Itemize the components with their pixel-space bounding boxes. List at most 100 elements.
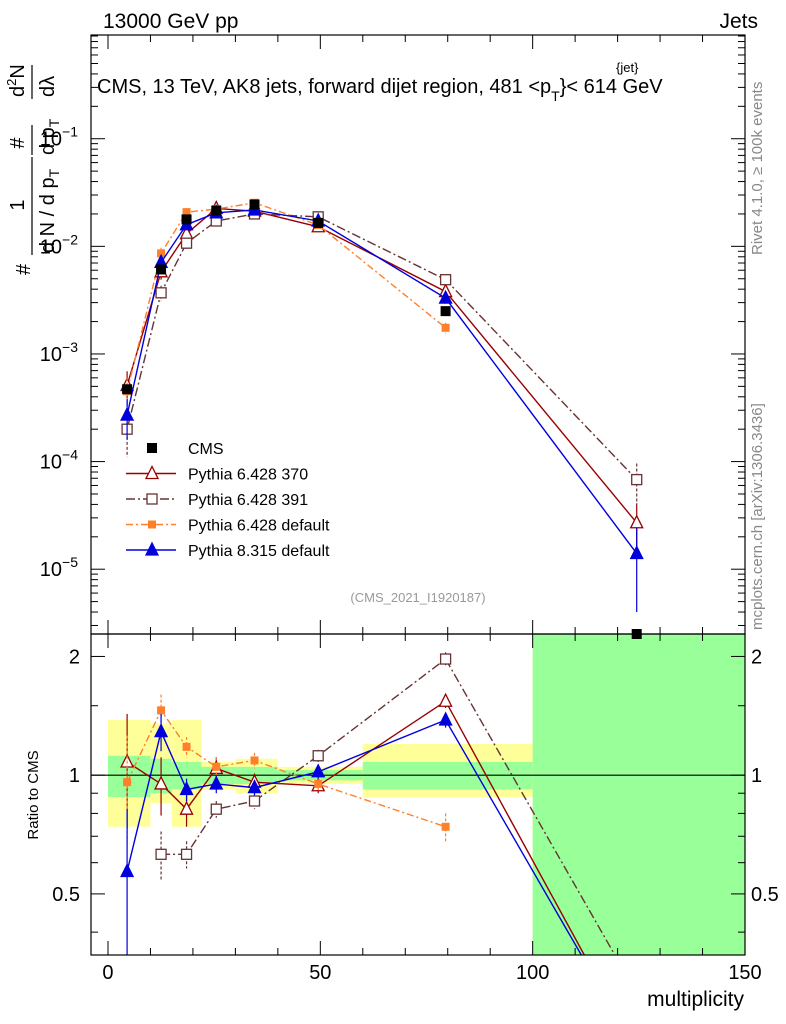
- ratio-point: [155, 848, 167, 860]
- legend-marker: [144, 465, 160, 480]
- ratio-line: [126, 719, 582, 956]
- legend-marker: [148, 520, 156, 529]
- ratio-point: [157, 706, 166, 715]
- ratio-point: [438, 711, 453, 726]
- y-tick-label: 10−3: [40, 339, 78, 366]
- legend-entry: CMS: [147, 441, 224, 458]
- data-point: [629, 545, 644, 560]
- ratio-bands: [91, 634, 745, 955]
- ratio-y-tick-label-right: 2: [751, 646, 762, 668]
- header-right: Jets: [719, 10, 758, 33]
- data-point: [122, 384, 133, 395]
- ylabel-main-den: d N / d pT: [37, 168, 62, 253]
- data-point: [631, 473, 643, 486]
- ratio-point: [311, 763, 326, 778]
- rivet-label: Rivet 4.1.0, ≥ 100k events: [749, 82, 766, 255]
- series-2: [123, 198, 450, 411]
- header-left: 13000 GeV pp: [103, 10, 238, 33]
- ratio-point: [314, 779, 323, 788]
- series-cms-data: [122, 199, 642, 639]
- ratio-y-tick-label: 0.5: [52, 884, 80, 906]
- ratio-point: [209, 775, 224, 790]
- y-tick-label: 10−4: [40, 447, 78, 474]
- data-point: [157, 249, 166, 258]
- series-line: [126, 213, 638, 481]
- mcplots-label: mcplots.cern.ch [arXiv:1306.3436]: [749, 403, 766, 630]
- x-axis-label: multiplicity: [647, 988, 744, 1011]
- chart-title-superscript: {jet}: [616, 60, 639, 75]
- main-panel: [120, 198, 644, 639]
- data-point: [249, 199, 260, 210]
- ratio-point: [250, 756, 259, 765]
- series-line: [126, 202, 447, 392]
- legend-label: Pythia 6.428 370: [188, 467, 308, 484]
- ratio-y-tick-label: 2: [69, 646, 80, 668]
- ratio-y-tick-label-right: 0.5: [751, 884, 779, 906]
- x-tick-label: 0: [102, 962, 113, 984]
- ratio-point: [179, 781, 194, 796]
- data-point: [155, 287, 167, 299]
- data-point: [313, 217, 324, 228]
- legend-marker: [147, 443, 157, 453]
- data-point: [120, 406, 135, 421]
- ratio-point: [154, 723, 169, 738]
- data-point: [181, 214, 192, 225]
- data-point: [440, 306, 451, 317]
- ylabel-deriv-num: d2N: [4, 64, 29, 97]
- ratio-y-tick-label: 1: [69, 765, 80, 787]
- ylabel-ratio: Ratio to CMS: [25, 750, 42, 839]
- ratio-point: [439, 653, 452, 665]
- data-point: [629, 514, 644, 529]
- series-line: [126, 209, 638, 554]
- legend-marker: [144, 541, 160, 556]
- analysis-tag: (CMS_2021_I1920187): [350, 590, 485, 605]
- ratio-point: [441, 822, 450, 831]
- ratio-point: [120, 863, 135, 878]
- x-tick-label: 50: [309, 962, 331, 984]
- ratio-y-tick-label-right: 1: [751, 765, 762, 787]
- ratio-point: [210, 803, 222, 815]
- ylabel-main-num: 1: [7, 199, 29, 210]
- ratio-series-3: [120, 711, 582, 956]
- ylabel-hash2: #: [7, 137, 29, 149]
- x-tick-label: 150: [728, 962, 761, 984]
- ratio-point: [248, 795, 261, 807]
- legend-label: Pythia 6.428 391: [188, 492, 308, 509]
- ratio-point: [154, 775, 169, 790]
- legend-entry: Pythia 6.428 391: [126, 492, 308, 509]
- series-1: [121, 208, 643, 505]
- ratio-point: [212, 762, 221, 771]
- data-point: [180, 237, 193, 249]
- data-point: [438, 289, 453, 304]
- data-point: [156, 264, 167, 275]
- data-point: [182, 208, 191, 217]
- y-tick-label: 10−1: [40, 124, 78, 151]
- data-point: [439, 274, 452, 286]
- ylabel-deriv-den: dλ: [37, 76, 59, 97]
- ratio-point: [179, 800, 194, 815]
- legend-marker: [146, 493, 158, 505]
- chart-title: CMS, 13 TeV, AK8 jets, forward dijet reg…: [97, 76, 663, 104]
- series-3: [120, 201, 644, 613]
- ratio-point: [438, 692, 453, 707]
- ratio-point: [182, 742, 191, 751]
- ratio-point: [123, 778, 132, 787]
- y-tick-label: 10−5: [40, 554, 78, 581]
- x-tick-label: 100: [516, 962, 549, 984]
- y-tick-label: 10−2: [40, 231, 78, 258]
- axes: 0 50 100 150 10−5 10−4 10−3 10−2 10−1 0.5 0.5 1 1 2 2: [40, 34, 779, 984]
- legend-label: Pythia 6.428 default: [188, 518, 330, 535]
- legend-label: CMS: [188, 441, 224, 458]
- ratio-point: [180, 848, 193, 860]
- ratio-series-1: [155, 652, 616, 956]
- data-point: [211, 205, 222, 216]
- legend-entry: Pythia 6.428 370: [126, 465, 308, 484]
- data-point: [441, 323, 450, 332]
- ylabel-top: # 1 d N / d pT # d pT d2N dλ: [4, 64, 62, 275]
- legend: CMS Pythia 6.428 370 Pythia 6.428 391 Pythi…: [126, 441, 330, 560]
- legend-entry: Pythia 6.428 default: [126, 518, 330, 535]
- ratio-panel: [120, 652, 616, 956]
- ylabel-hash1: #: [13, 263, 35, 275]
- ylabel-frac-den: d pT: [37, 118, 62, 155]
